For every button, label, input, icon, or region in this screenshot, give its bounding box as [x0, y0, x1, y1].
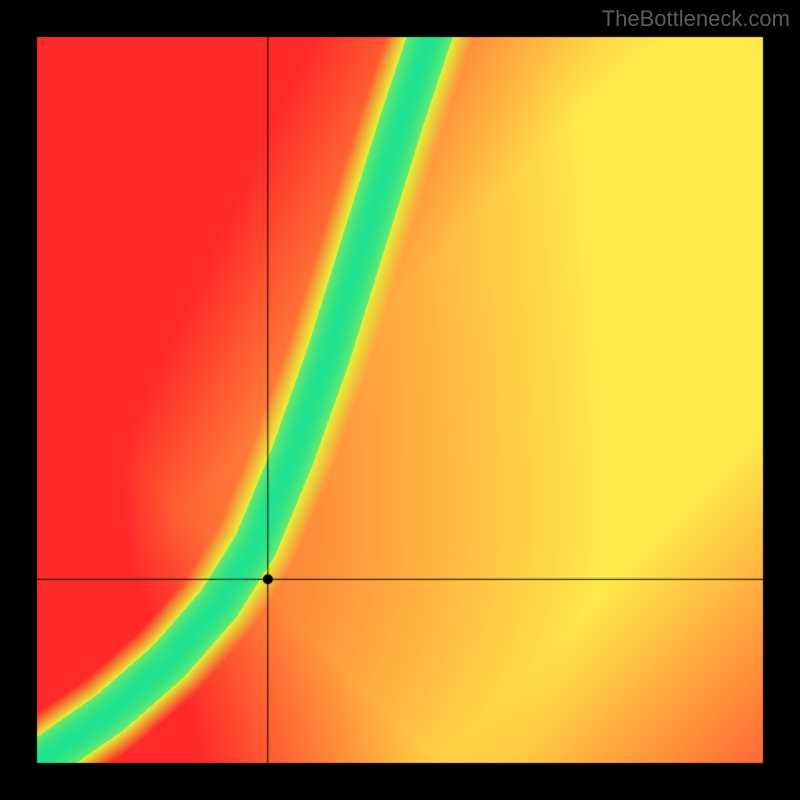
watermark-text: TheBottleneck.com	[602, 6, 790, 32]
heatmap-canvas	[0, 0, 800, 800]
chart-container: TheBottleneck.com	[0, 0, 800, 800]
